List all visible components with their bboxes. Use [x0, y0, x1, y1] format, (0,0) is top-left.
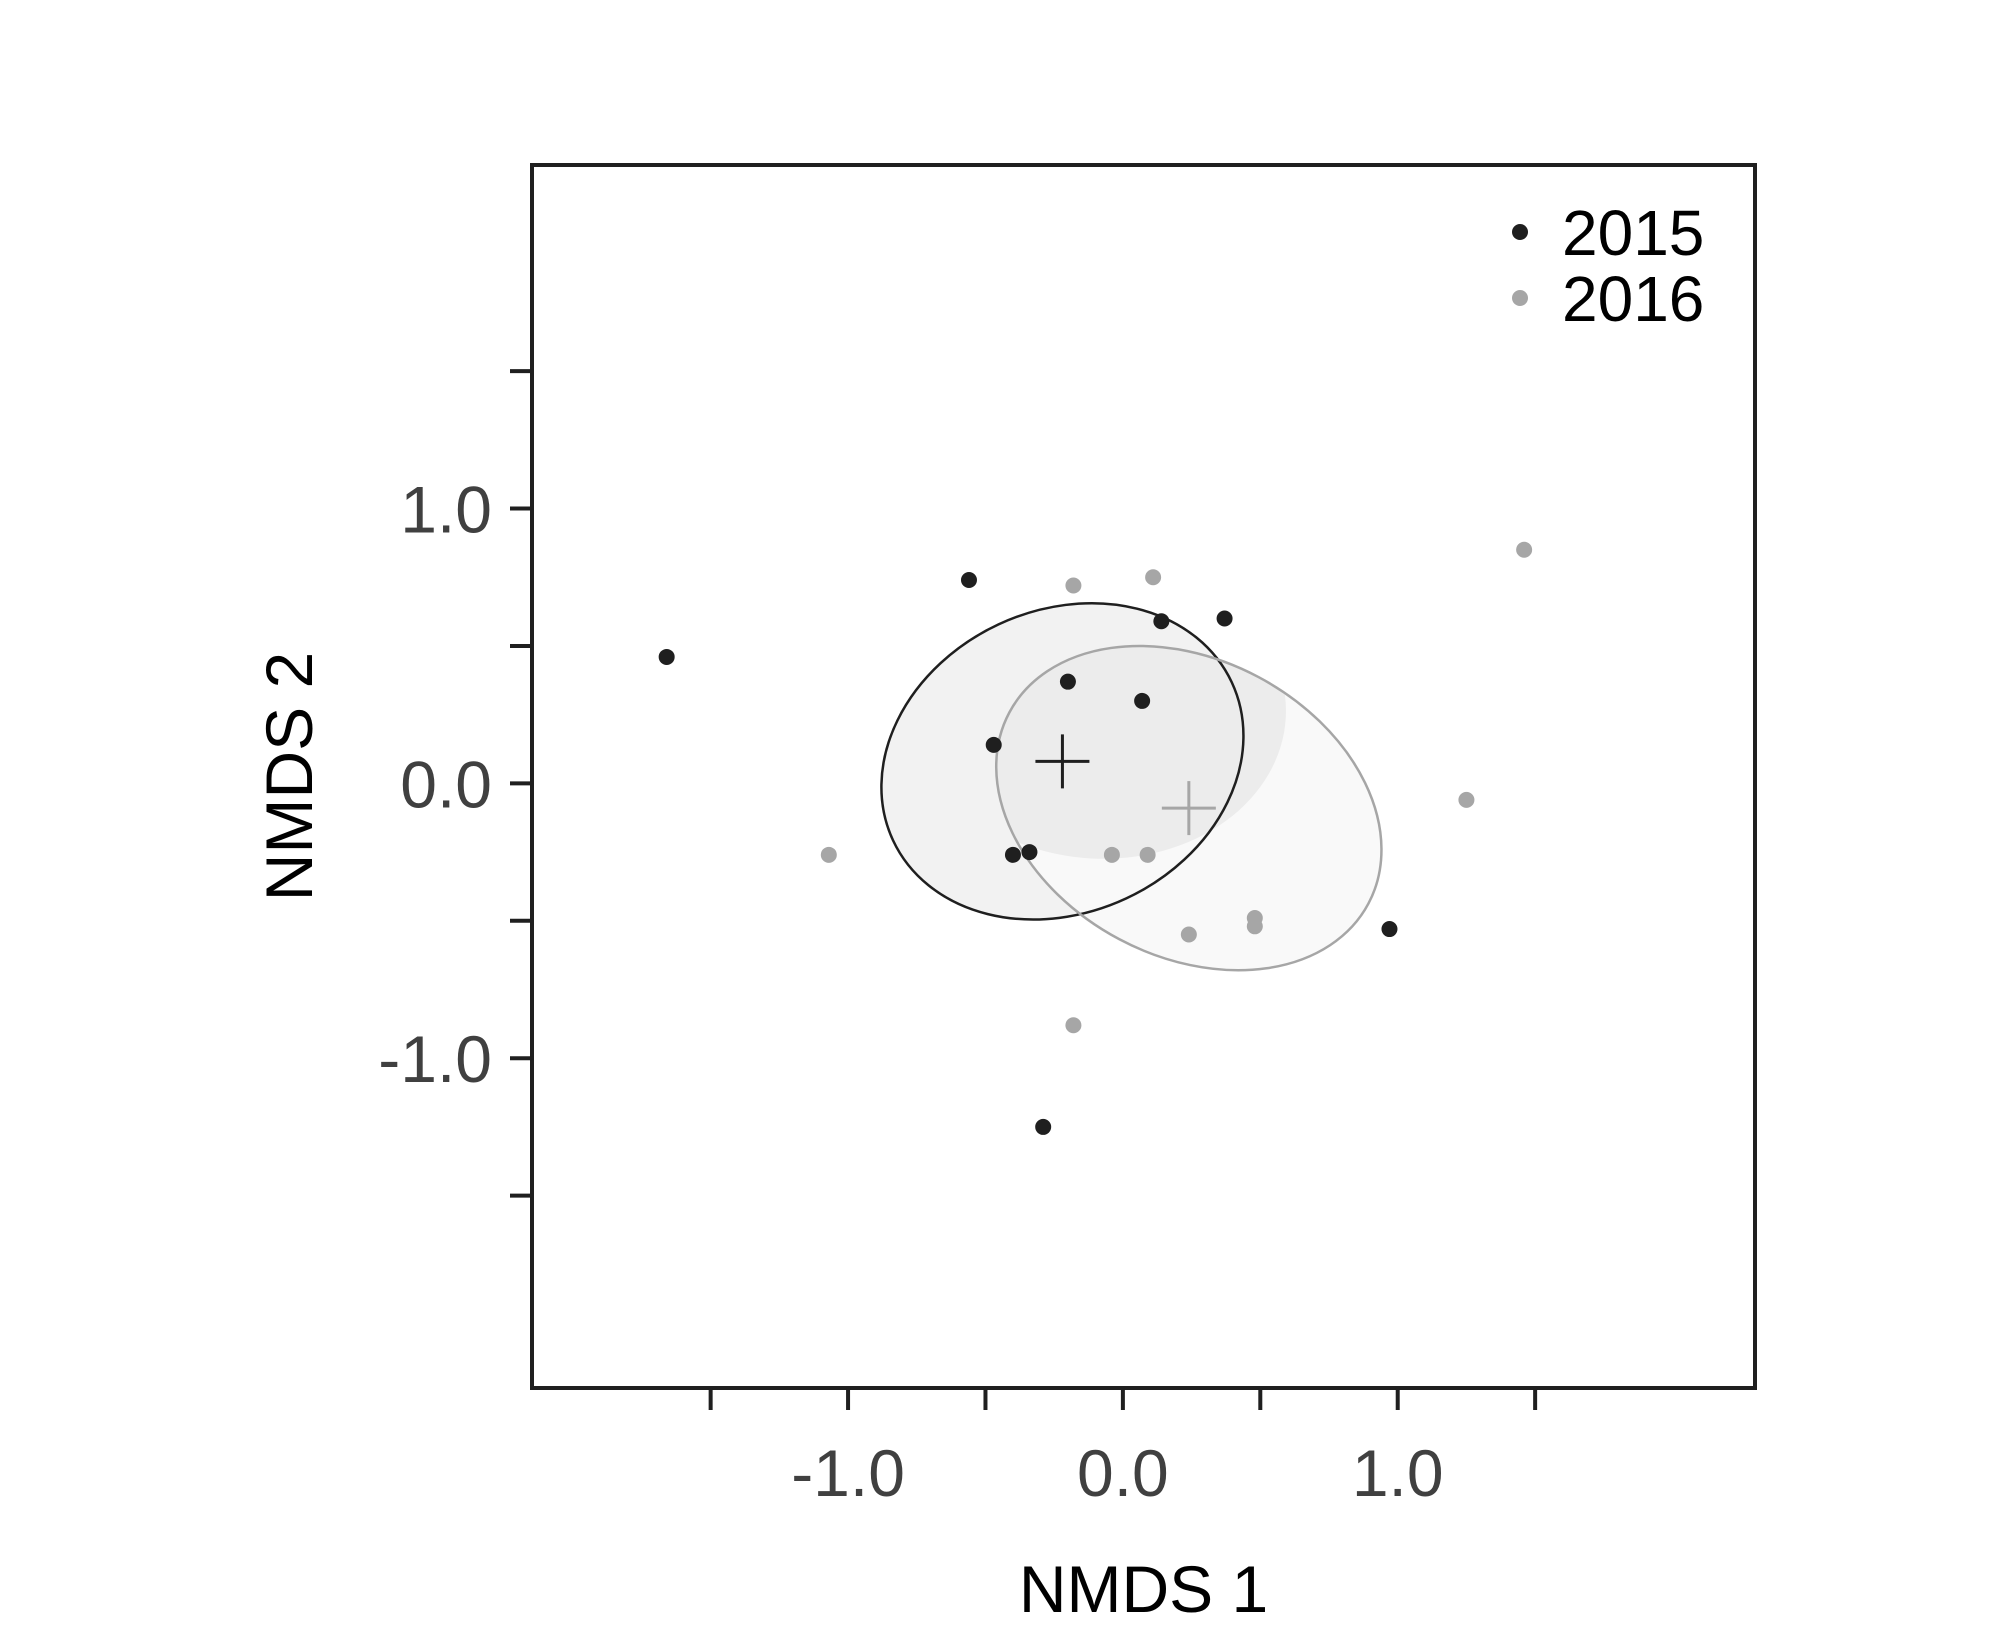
point-2015-2: [960, 571, 977, 588]
y-tick-label-1-0: -1.0: [378, 1022, 492, 1096]
legend-swatch-2015: [1512, 224, 1528, 240]
ellipse-layer: [880, 602, 1383, 972]
point-2015-5: [1216, 610, 1233, 627]
point-2015-4: [1153, 613, 1170, 630]
point-2016-8: [1180, 926, 1197, 943]
point-2016-2: [1065, 577, 1082, 594]
point-2015-1: [658, 648, 675, 665]
point-2016-11: [1065, 1017, 1082, 1034]
ticks-layer: -1.0 0.0 1.0 1.0 0.0 -1.0: [378, 369, 1538, 1510]
point-2016-1: [820, 846, 837, 863]
legend-swatch-2016: [1512, 290, 1528, 306]
centroid-marker-2016: [1161, 781, 1216, 836]
x-axis-title: NMDS 1: [1019, 1552, 1268, 1625]
point-2016-7: [1458, 791, 1475, 808]
x-tick-label-0-0: 0.0: [1077, 1436, 1169, 1510]
plot-frame: [530, 163, 1757, 1390]
legend-item-2016: 2016: [1512, 263, 1704, 335]
point-2015-6: [1134, 692, 1151, 709]
x-tick-label-1-0: -1.0: [791, 1436, 905, 1510]
point-2015-3: [1059, 673, 1076, 690]
point-2015-7: [985, 736, 1002, 753]
centroids-layer: [1035, 734, 1216, 836]
legend-label-2015: 2015: [1562, 197, 1704, 269]
legend-label-2016: 2016: [1562, 263, 1704, 335]
point-2016-3: [1145, 569, 1162, 586]
point-2015-10: [1381, 921, 1398, 938]
point-2015-8: [1004, 846, 1021, 863]
centroid-marker-2015: [1035, 734, 1090, 789]
y-tick-label-0-0: 0.0: [400, 747, 492, 821]
points-layer: [658, 541, 1533, 1135]
point-2016-5: [1103, 846, 1120, 863]
legend-item-2015: 2015: [1512, 197, 1704, 269]
ellipse-outline-2016: [994, 644, 1383, 972]
point-2016-10: [1246, 918, 1263, 935]
ellipse-outline-2015: [880, 602, 1245, 921]
x-tick-label-1-0: 1.0: [1352, 1436, 1444, 1510]
point-2015-9: [1021, 844, 1038, 861]
point-2016-6: [1139, 846, 1156, 863]
point-2015-11: [1035, 1118, 1052, 1135]
y-tick-label-1-0: 1.0: [400, 473, 492, 547]
point-2016-4: [1516, 541, 1533, 558]
y-axis-title: NMDS 2: [252, 652, 326, 901]
